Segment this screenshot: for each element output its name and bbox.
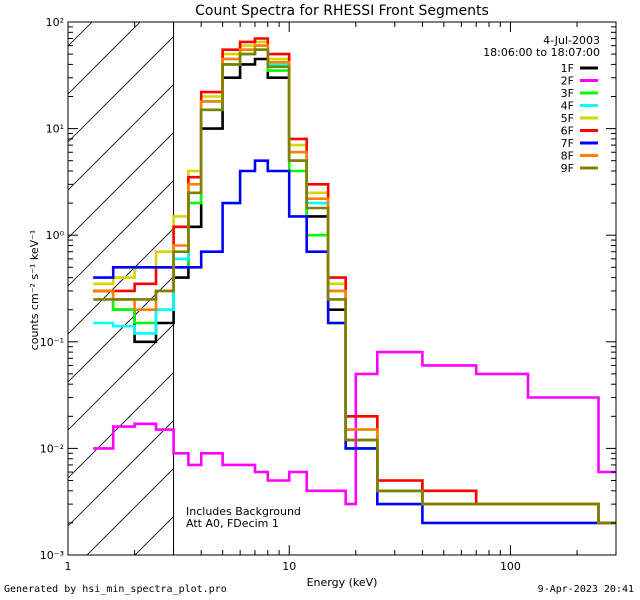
annotation-background: Includes Background bbox=[186, 505, 301, 518]
x-tick-label: 100 bbox=[500, 560, 521, 573]
y-tick-label: 10⁻³ bbox=[40, 549, 64, 562]
axes-layer: 1 10 100 10⁻³ 10⁻² 10⁻¹ 10⁰ 10¹ 10² bbox=[40, 16, 617, 573]
legend-label-3F: 3F bbox=[561, 87, 574, 100]
x-tick-label: 10 bbox=[282, 560, 296, 573]
chart-title: Count Spectra for RHESSI Front Segments bbox=[195, 3, 489, 19]
legend-label-4F: 4F bbox=[561, 100, 574, 113]
y-tick-label: 10⁻² bbox=[40, 442, 64, 455]
time-range-label: 18:06:00 to 18:07:00 bbox=[483, 46, 600, 59]
y-tick-label: 10⁻¹ bbox=[40, 336, 64, 349]
y-tick-label: 10¹ bbox=[46, 123, 64, 136]
y-tick-label: 10⁰ bbox=[46, 229, 65, 242]
series-2F bbox=[93, 350, 616, 506]
x-axis-label: Energy (keV) bbox=[307, 576, 378, 589]
legend-label-6F: 6F bbox=[561, 125, 574, 138]
legend-label-8F: 8F bbox=[561, 150, 574, 163]
y-tick-label: 10² bbox=[46, 16, 64, 29]
y-axis-label: counts cm⁻² s⁻¹ keV⁻¹ bbox=[28, 230, 41, 351]
plot-frame bbox=[67, 21, 617, 556]
legend-label-5F: 5F bbox=[561, 112, 574, 125]
legend-label-1F: 1F bbox=[561, 62, 574, 75]
series-7F bbox=[93, 159, 616, 525]
footer-generated-by: Generated by hsi_min_spectra_plot.pro bbox=[4, 584, 227, 595]
footer-timestamp: 9-Apr-2023 20:41 bbox=[537, 584, 634, 595]
x-tick-label: 1 bbox=[65, 560, 72, 573]
legend-label-7F: 7F bbox=[561, 137, 574, 150]
date-label: 4-Jul-2003 bbox=[543, 34, 600, 47]
legend-label-9F: 9F bbox=[561, 162, 574, 175]
series-layer bbox=[93, 37, 616, 525]
legend-label-2F: 2F bbox=[561, 75, 574, 88]
annotation-attenuator: Att A0, FDecim 1 bbox=[186, 517, 279, 530]
series-9F bbox=[93, 48, 616, 525]
